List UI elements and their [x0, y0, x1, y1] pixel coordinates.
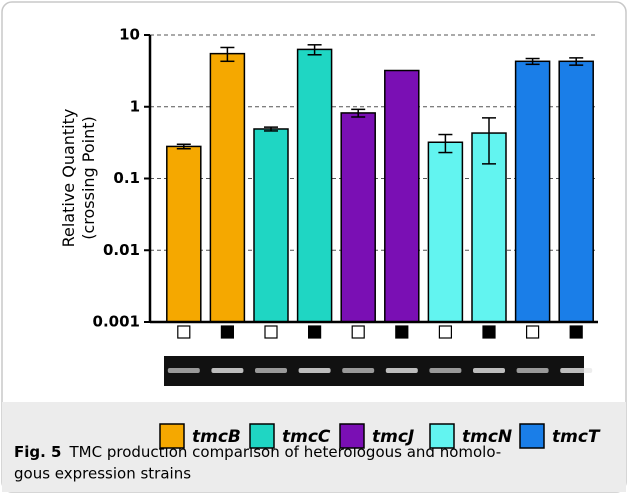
open-square [439, 326, 451, 338]
bar [254, 129, 288, 322]
open-square [527, 326, 539, 338]
bar-group [385, 71, 419, 322]
gel-band [517, 368, 549, 373]
y-axis-label-line: Relative Quantity [59, 109, 78, 248]
legend-swatch [250, 424, 274, 448]
gel-band [168, 368, 200, 373]
bar [341, 113, 375, 322]
gel [164, 356, 592, 386]
open-square [265, 326, 277, 338]
filled-square [483, 326, 495, 338]
bar [516, 61, 550, 322]
open-square [352, 326, 364, 338]
y-axis-label: Relative Quantity(crossing Point) [59, 109, 98, 248]
filled-square [309, 326, 321, 338]
filled-square [396, 326, 408, 338]
y-tick-label: 0.01 [103, 241, 140, 259]
gel-band [211, 368, 243, 373]
gel-band [386, 368, 418, 373]
legend-label: tmcT [552, 427, 601, 447]
legend-label: tmcB [192, 427, 241, 447]
figure: Fig. 5TMC production comparison of heter… [0, 0, 629, 496]
legend-swatch [340, 424, 364, 448]
legend-label: tmcJ [372, 427, 414, 447]
filled-square [570, 326, 582, 338]
bar-group [298, 45, 332, 322]
y-tick-label: 0.001 [93, 313, 140, 331]
legend-swatch [430, 424, 454, 448]
bar [210, 54, 244, 322]
open-square [178, 326, 190, 338]
legend-swatch [520, 424, 544, 448]
bar [385, 71, 419, 322]
legend-label: tmcC [282, 427, 331, 447]
legend-label: tmcN [462, 427, 512, 447]
caption-line: gous expression strains [14, 465, 191, 483]
gel-band [560, 368, 592, 373]
bar-group [559, 58, 593, 322]
gel-band [473, 368, 505, 373]
caption-label: Fig. 5 [14, 443, 61, 461]
bar-group [167, 144, 201, 322]
bar-group [341, 109, 375, 322]
y-axis-label-line: (crossing Point) [79, 116, 98, 240]
y-tick-label: 1 [130, 97, 140, 115]
gel-band [299, 368, 331, 373]
y-tick-label: 0.1 [113, 169, 140, 187]
y-tick-label: 10 [119, 26, 140, 44]
bar [298, 49, 332, 322]
bar-group [428, 135, 462, 322]
bar [559, 61, 593, 322]
gel-band [342, 368, 374, 373]
bar-group [472, 118, 506, 322]
legend-swatch [160, 424, 184, 448]
gel-band [255, 368, 287, 373]
bar-group [516, 59, 550, 322]
bar-group [210, 47, 244, 322]
bar-group [254, 127, 288, 322]
gel-band [429, 368, 461, 373]
bar [167, 146, 201, 322]
filled-square [221, 326, 233, 338]
bar [428, 142, 462, 322]
